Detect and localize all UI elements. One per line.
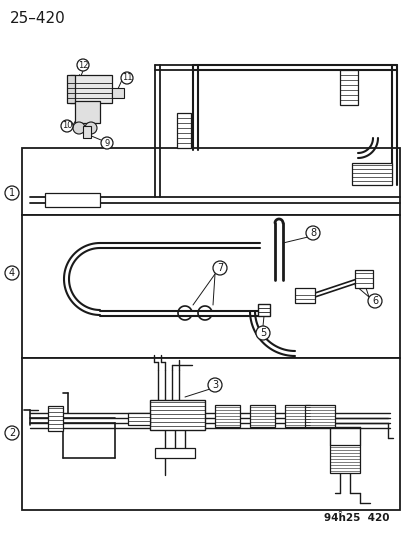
Bar xyxy=(294,288,314,303)
Bar xyxy=(22,215,399,358)
Circle shape xyxy=(101,137,113,149)
Bar xyxy=(177,113,190,148)
Circle shape xyxy=(5,266,19,280)
Text: 4: 4 xyxy=(9,268,15,278)
Text: 7: 7 xyxy=(216,263,223,273)
Text: 6: 6 xyxy=(371,296,377,306)
Circle shape xyxy=(121,72,133,84)
Text: 94ĥ25  420: 94ĥ25 420 xyxy=(324,513,389,523)
Bar xyxy=(154,448,195,458)
Bar xyxy=(128,413,150,425)
Text: 9: 9 xyxy=(104,139,109,148)
Circle shape xyxy=(367,294,381,308)
Bar xyxy=(70,75,112,103)
Circle shape xyxy=(212,261,226,275)
Text: 12: 12 xyxy=(78,61,88,69)
Circle shape xyxy=(207,378,221,392)
Text: 5: 5 xyxy=(259,328,266,338)
Bar xyxy=(48,406,63,431)
Circle shape xyxy=(61,120,73,132)
Bar xyxy=(22,358,399,510)
Text: 10: 10 xyxy=(62,122,72,131)
Bar xyxy=(304,405,334,427)
Bar xyxy=(339,70,357,105)
Bar xyxy=(150,400,204,430)
Circle shape xyxy=(85,122,97,134)
Text: 3: 3 xyxy=(211,380,218,390)
Circle shape xyxy=(305,226,319,240)
Circle shape xyxy=(5,426,19,440)
Bar xyxy=(67,75,75,103)
Text: 25–420: 25–420 xyxy=(10,11,66,26)
Text: 8: 8 xyxy=(309,228,315,238)
Circle shape xyxy=(255,326,269,340)
Bar xyxy=(112,88,124,98)
Text: 11: 11 xyxy=(121,74,132,83)
Bar xyxy=(284,405,309,427)
Text: 2: 2 xyxy=(9,428,15,438)
Text: 1: 1 xyxy=(9,188,15,198)
Circle shape xyxy=(77,59,89,71)
Bar xyxy=(249,405,274,427)
Bar xyxy=(83,126,91,138)
Bar xyxy=(351,163,391,185)
Circle shape xyxy=(73,122,85,134)
Circle shape xyxy=(5,186,19,200)
Bar xyxy=(257,304,269,316)
Bar xyxy=(354,270,372,288)
Bar xyxy=(329,445,359,473)
Bar xyxy=(75,101,100,123)
Bar xyxy=(45,193,100,207)
Bar xyxy=(214,405,240,427)
Bar xyxy=(22,148,399,215)
